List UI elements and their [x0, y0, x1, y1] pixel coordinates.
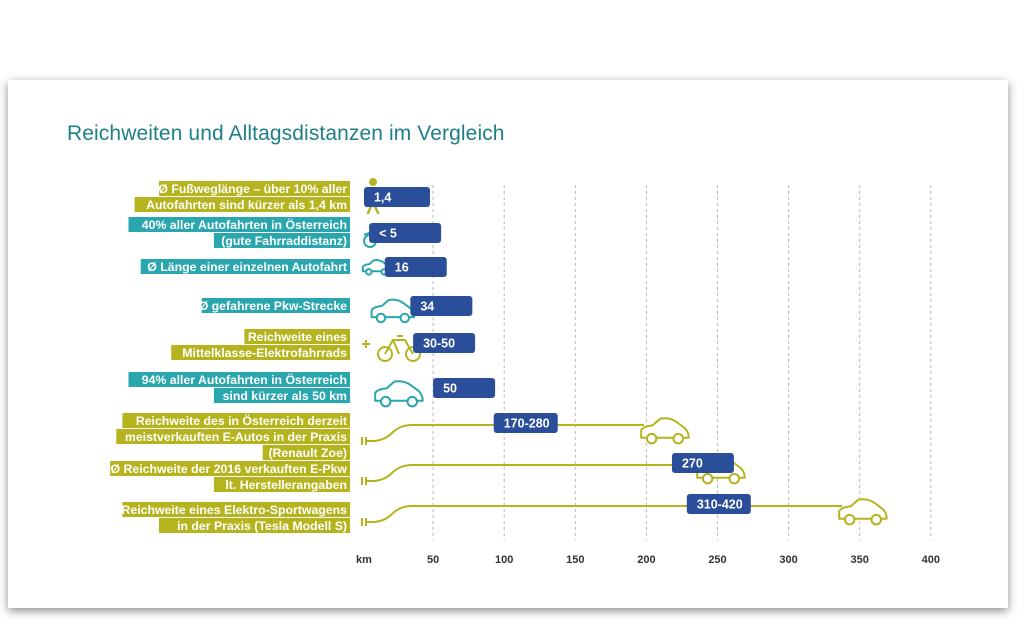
x-tick-label: 350	[851, 554, 869, 566]
category-label-line: Ø Länge einer einzelnen Autofahrt	[147, 260, 347, 274]
category-label-line: in der Praxis (Tesla Modell S)	[177, 519, 347, 533]
category-label-bg	[122, 413, 351, 428]
value-badge-bg	[671, 453, 734, 473]
category-label-bg	[213, 477, 350, 492]
category-label-bg	[201, 298, 350, 313]
x-tick-label: 50	[427, 554, 439, 566]
value-badge: 1,4	[363, 187, 430, 207]
category-label-line: Ø gefahrene Pkw-Strecke	[199, 299, 347, 313]
car-icon	[361, 259, 392, 276]
category-label-bg	[159, 181, 350, 196]
category-label: Ø Reichweite der 2016 verkauften E-Pkw lt…	[110, 461, 350, 492]
x-tick-label: 200	[637, 554, 655, 566]
category-label-bg	[171, 345, 350, 360]
e-car-icon	[838, 498, 888, 526]
charging-cable	[361, 424, 644, 445]
category-label-bg	[110, 461, 350, 476]
x-tick-label: 150	[566, 554, 584, 566]
value-badge: 30-50	[413, 333, 476, 353]
category-label-line: Reichweite eines	[248, 330, 347, 344]
category-label: Ø gefahrene Pkw-Strecke	[199, 298, 350, 313]
value-label: 270	[682, 457, 703, 471]
value-badge-bg	[413, 333, 476, 353]
value-label: 34	[420, 300, 434, 314]
value-label: 50	[443, 382, 457, 396]
category-label-bg	[159, 518, 350, 533]
category-label-bg	[140, 259, 350, 274]
x-tick-label: 250	[708, 554, 726, 566]
value-badge-bg	[433, 378, 496, 398]
value-badge-bg	[686, 494, 751, 514]
car-icon	[370, 298, 416, 324]
x-tick-label: 300	[779, 554, 797, 566]
badge-layer: 1,4 < 5 16 34 30-50 50 170-280 270 310-420	[363, 187, 751, 514]
category-label-bg	[134, 197, 350, 212]
charging-cable	[361, 464, 700, 485]
value-badge: 310-420	[686, 494, 751, 514]
value-badge: < 5	[369, 223, 442, 243]
value-badge-bg	[384, 257, 447, 277]
value-label: < 5	[379, 227, 397, 241]
category-label: Ø Fußweglänge – über 10% aller Autofahrte…	[134, 181, 350, 212]
category-label: Ø Länge einer einzelnen Autofahrt	[140, 259, 350, 274]
category-label-line: Reichweite des in Österreich derzeit	[136, 413, 347, 428]
value-badge: 170-280	[493, 413, 558, 433]
value-label: 310-420	[697, 498, 743, 512]
value-label: 16	[395, 261, 409, 275]
value-badge-bg	[369, 223, 442, 243]
category-label-line: 94% aller Autofahrten in Österreich	[142, 372, 347, 387]
value-badge: 50	[433, 378, 496, 398]
category-label-line: sind kürzer als 50 km	[223, 389, 347, 403]
category-label-bg	[262, 445, 350, 460]
category-label-line: (gute Fahrraddistanz)	[221, 234, 347, 248]
x-tick-label: 100	[495, 554, 513, 566]
category-label: 40% aller Autofahrten in Österreich (gute…	[128, 217, 350, 248]
e-car-icon	[640, 417, 690, 445]
category-label-line: (Renault Zoe)	[268, 446, 347, 460]
category-label: Reichweite eines Elektro-Sportwagens in d…	[121, 502, 351, 533]
value-badge: 270	[671, 453, 734, 473]
category-label-bg	[213, 388, 350, 403]
category-label-line: Ø Fußweglänge – über 10% aller	[158, 182, 347, 196]
x-axis-label: km	[356, 554, 372, 566]
category-label-line: Ø Reichweite der 2016 verkauften E-Pkw	[111, 462, 348, 476]
category-label: 94% aller Autofahrten in Österreich sind …	[128, 372, 350, 403]
category-label: Reichweite des in Österreich derzeit meis…	[116, 413, 351, 460]
charging-cable	[361, 505, 842, 526]
value-label: 170-280	[504, 417, 550, 431]
category-label-line: Autofahrten sind kürzer als 1,4 km	[146, 198, 347, 212]
value-label: 1,4	[374, 191, 391, 205]
chart-title: Reichweiten und Alltagsdistanzen im Verg…	[67, 122, 505, 145]
category-label-bg	[213, 233, 350, 248]
grid-layer	[432, 185, 932, 540]
category-label-line: Mittelklasse-Elektrofahrrads	[182, 346, 347, 360]
value-badge: 34	[410, 296, 473, 316]
car-icon	[374, 380, 424, 408]
e-bike-icon	[362, 335, 421, 362]
category-label-bg	[128, 372, 350, 387]
value-badge: 16	[384, 257, 447, 277]
x-tick-label: 400	[922, 554, 940, 566]
category-label-bg	[116, 429, 350, 444]
category-label-bg	[244, 329, 350, 344]
category-label-line: 40% aller Autofahrten in Österreich	[142, 217, 347, 232]
category-label-bg	[122, 502, 351, 517]
value-badge-bg	[363, 187, 430, 207]
label-layer: Ø Fußweglänge – über 10% aller Autofahrte…	[110, 181, 351, 533]
category-label-line: Reichweite eines Elektro-Sportwagens	[121, 503, 347, 517]
value-badge-bg	[493, 413, 558, 433]
category-label-line: meistverkauften E-Autos in der Praxis	[125, 430, 347, 444]
value-label: 30-50	[423, 337, 455, 351]
category-label: Reichweite eines Mittelklasse-Elektrofahr…	[171, 329, 350, 360]
category-label-line: lt. Herstellerangaben	[225, 478, 347, 492]
value-badge-bg	[410, 296, 473, 316]
category-label-bg	[128, 217, 350, 232]
axis-layer: 50 100 150 200 250 300 350 400 km	[356, 554, 940, 566]
